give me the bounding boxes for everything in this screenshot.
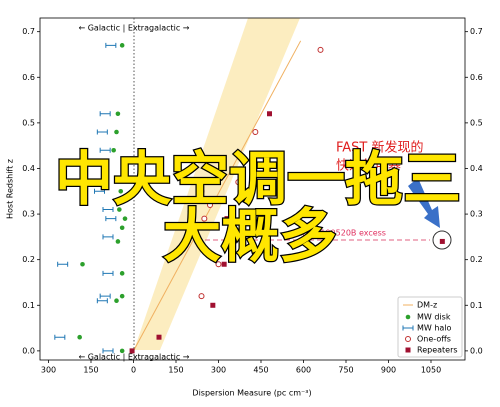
point (129, 348, 135, 354)
point (117, 207, 122, 212)
point (99, 147, 111, 153)
point (118, 188, 124, 194)
x-tick-label: 300 (41, 366, 56, 375)
x-tick-label: 0 (131, 366, 136, 375)
point (122, 216, 128, 221)
highlight-circle (432, 230, 452, 250)
point (54, 334, 66, 340)
plot-frame (39, 17, 466, 361)
point (105, 216, 117, 222)
excess-label: FRB 20190520B excess (292, 229, 386, 238)
dm-z-band (134, 18, 300, 350)
point (405, 347, 411, 353)
y-tick-label: 0.1 (22, 301, 35, 310)
point (119, 43, 125, 48)
legend-label: MW disk (417, 313, 451, 322)
point (224, 216, 230, 222)
point (402, 325, 414, 331)
y2-tick-label: 0.2 (470, 255, 483, 264)
y2-tick-label: 0.6 (470, 73, 483, 82)
y-tick-label: 0.3 (22, 210, 35, 219)
x-tick-label: 150 (83, 366, 98, 375)
fast-label: 快速射电暴 (336, 158, 401, 174)
point (119, 271, 125, 276)
point (102, 207, 114, 213)
y-tick-label: 0.0 (22, 346, 35, 355)
x-tick-label: 900 (381, 366, 396, 375)
y-tick-label: 0.6 (22, 73, 35, 82)
point (221, 261, 227, 267)
point (252, 129, 259, 135)
point (405, 314, 411, 320)
point (105, 42, 117, 48)
point (439, 238, 445, 244)
x-tick-label: 750 (338, 366, 353, 375)
y-tick-label: 0.7 (22, 27, 35, 36)
dm-z-line (133, 40, 302, 352)
point (114, 298, 119, 304)
x-axis-label: Dispersion Measure (pc cm⁻³) (192, 389, 311, 398)
point (215, 261, 222, 268)
point (198, 293, 205, 300)
y2-tick-label: 0.3 (470, 210, 483, 219)
point (102, 234, 114, 240)
point (111, 147, 116, 153)
overlay-text: 大概多 (163, 202, 337, 270)
point (317, 46, 324, 53)
point (94, 188, 105, 194)
point (99, 293, 111, 299)
y2-tick-label: 0.7 (470, 27, 483, 36)
point (235, 179, 242, 186)
y2-tick-label: 0.5 (470, 118, 483, 127)
marks (54, 40, 445, 354)
point (201, 215, 208, 222)
point (210, 302, 216, 308)
y2-tick-label: 0.4 (470, 164, 483, 173)
point (115, 111, 121, 117)
x-tick-label: 300 (211, 366, 226, 375)
x-tick-label: 1050 (421, 366, 441, 375)
legend-label: DM-z (417, 301, 437, 310)
y-tick-label: 0.5 (22, 118, 35, 127)
point (77, 334, 82, 340)
x-tick-label: 450 (253, 366, 268, 375)
bottom-note: ← Galactic | Extragalactic → (78, 353, 189, 362)
point (267, 111, 272, 117)
point (102, 270, 114, 276)
y-tick-label: 0.2 (22, 255, 35, 264)
point (207, 201, 213, 208)
x-tick-label: 600 (296, 366, 311, 375)
point (119, 293, 125, 299)
point (115, 239, 121, 244)
y2-tick-label: 0.0 (470, 346, 483, 355)
overlay-text: 中央空调一拖三 (55, 145, 461, 213)
x-tick-label: 150 (168, 366, 183, 375)
point (198, 188, 205, 195)
point (99, 111, 111, 117)
y-tick-label: 0.4 (22, 164, 35, 173)
point (102, 348, 114, 354)
point (57, 261, 69, 267)
legend: DM-z MW disk MW halo One-offs Repeaters (397, 296, 463, 358)
fast-label: FAST 新发现的 (336, 140, 424, 156)
point (96, 298, 108, 304)
legend-label: Repeaters (417, 346, 458, 355)
point (156, 334, 162, 340)
point (114, 129, 119, 135)
legend-label: MW halo (417, 324, 452, 333)
top-note: ← Galactic | Extragalactic → (78, 24, 189, 33)
point (119, 225, 125, 231)
y-axis-label: Host Redshift z (6, 159, 15, 219)
point (405, 336, 411, 342)
point (119, 348, 125, 354)
legend-label: One-offs (417, 335, 451, 344)
y2-tick-label: 0.1 (470, 301, 483, 310)
point (96, 129, 108, 135)
point (80, 261, 85, 267)
arrow (408, 178, 440, 228)
